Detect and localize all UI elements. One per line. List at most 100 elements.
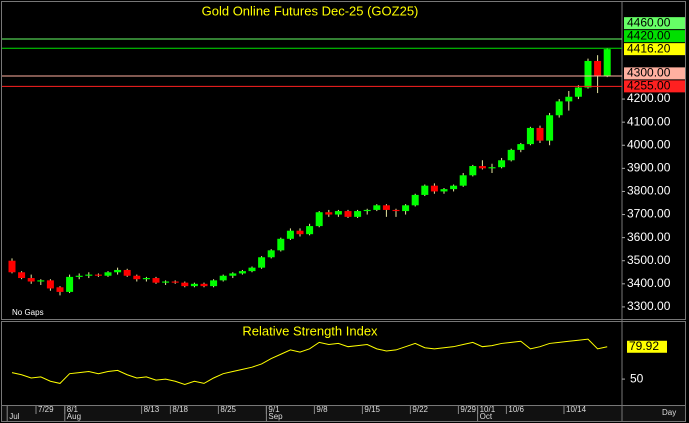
candle-body — [190, 283, 198, 287]
x-tick-label: 10/14 — [566, 405, 587, 414]
candle-body — [66, 276, 74, 292]
x-tick-label: 9/15 — [364, 405, 380, 414]
candle-body — [450, 185, 458, 190]
candle-body — [507, 149, 515, 161]
x-tick-label: 9/1 — [268, 405, 280, 414]
x-tick-label: 8/25 — [220, 405, 236, 414]
candle-body — [162, 281, 170, 283]
candle-body — [440, 189, 448, 192]
candle-body — [546, 115, 554, 141]
x-tick-label: 10/6 — [508, 405, 524, 414]
candle-body — [37, 280, 45, 282]
candle-body — [315, 212, 323, 227]
candle-body — [286, 230, 294, 239]
price-label: 4416.20 — [627, 41, 671, 55]
month-label: Aug — [67, 412, 81, 421]
y-tick-label: 3800.00 — [627, 184, 671, 198]
y-tick-label: 3700.00 — [627, 207, 671, 221]
x-tick-label: 8/1 — [67, 405, 79, 414]
x-tick-label: 9/29 — [460, 405, 476, 414]
candle-body — [123, 269, 131, 276]
candle-body — [354, 211, 362, 217]
candle-body — [594, 60, 602, 76]
candle-body — [8, 260, 16, 273]
month-label: Oct — [480, 412, 493, 421]
price-label-box — [624, 30, 685, 43]
candle-body — [363, 209, 371, 212]
candle-body — [536, 127, 544, 141]
candle-body — [565, 96, 573, 102]
candle-body — [430, 185, 438, 192]
rsi-line — [11, 338, 608, 386]
candle-body — [152, 278, 160, 283]
price-label-box — [624, 17, 685, 30]
x-tick-label: 9/22 — [412, 405, 428, 414]
x-tick-label: 9/8 — [316, 405, 328, 414]
candle-body — [498, 160, 506, 168]
candle-body — [75, 275, 83, 277]
candle-body — [517, 144, 525, 150]
rsi-label: 79.92 — [629, 339, 659, 353]
candle-body — [104, 272, 112, 276]
candle-body — [306, 226, 314, 235]
y-tick-label: 3300.00 — [627, 299, 671, 313]
candle-body — [325, 212, 333, 215]
candle-body — [469, 166, 477, 176]
candle-body — [277, 238, 285, 251]
x-axis-band — [1, 405, 686, 422]
rsi-panel — [1, 321, 686, 406]
x-tick-label: 7/29 — [38, 405, 54, 414]
y-tick-label: 3400.00 — [627, 276, 671, 290]
price-label: 4255.00 — [627, 79, 671, 93]
candle-body — [114, 269, 122, 273]
candle-body — [27, 278, 35, 282]
price-label: 4420.00 — [627, 28, 671, 42]
x-tick-label: 10/1 — [480, 405, 496, 414]
price-label-box — [624, 43, 685, 56]
month-label: Jul — [9, 412, 19, 421]
candle-body — [229, 273, 237, 276]
candle-body — [392, 209, 400, 212]
candle-body — [344, 211, 352, 217]
rsi-title: Relative Strength Index — [242, 323, 378, 338]
candle-body — [402, 205, 410, 212]
candle-body — [555, 101, 563, 116]
candle-body — [142, 278, 150, 280]
price-label: 4460.00 — [627, 15, 671, 29]
candle-body — [459, 175, 467, 186]
y-tick-label: 4100.00 — [627, 114, 671, 128]
x-tick-label: 8/18 — [172, 405, 188, 414]
x-axis-label: Day — [662, 408, 676, 417]
price-label-box — [624, 67, 685, 80]
candle-body — [584, 60, 592, 88]
candle-body — [181, 282, 189, 287]
candle-body — [296, 230, 304, 235]
candle-body — [171, 281, 179, 283]
candle-body — [258, 257, 266, 268]
y-tick-label: 3500.00 — [627, 253, 671, 267]
chart-title: Gold Online Futures Dec-25 (GOZ25) — [202, 3, 419, 18]
month-label: Sep — [268, 412, 283, 421]
candle-body — [478, 166, 486, 169]
candle-body — [334, 211, 342, 215]
candle-body — [248, 267, 256, 272]
y-tick-label: 4200.00 — [627, 91, 671, 105]
y-tick-label: 3900.00 — [627, 161, 671, 175]
candle-body — [421, 185, 429, 195]
candle-body — [85, 274, 93, 276]
price-panel — [1, 1, 686, 320]
y-tick-label: 4000.00 — [627, 137, 671, 151]
candle-body — [56, 287, 64, 292]
candle-body — [219, 275, 227, 281]
candle-body — [373, 205, 381, 210]
price-label-box — [624, 80, 685, 93]
candle-body — [382, 205, 390, 210]
candle-body — [488, 167, 496, 169]
candle-body — [94, 274, 102, 276]
candle-body — [411, 194, 419, 206]
candle-body — [603, 49, 611, 76]
candle-body — [46, 280, 54, 289]
note: No Gaps — [12, 308, 44, 317]
candle-body — [210, 280, 218, 287]
